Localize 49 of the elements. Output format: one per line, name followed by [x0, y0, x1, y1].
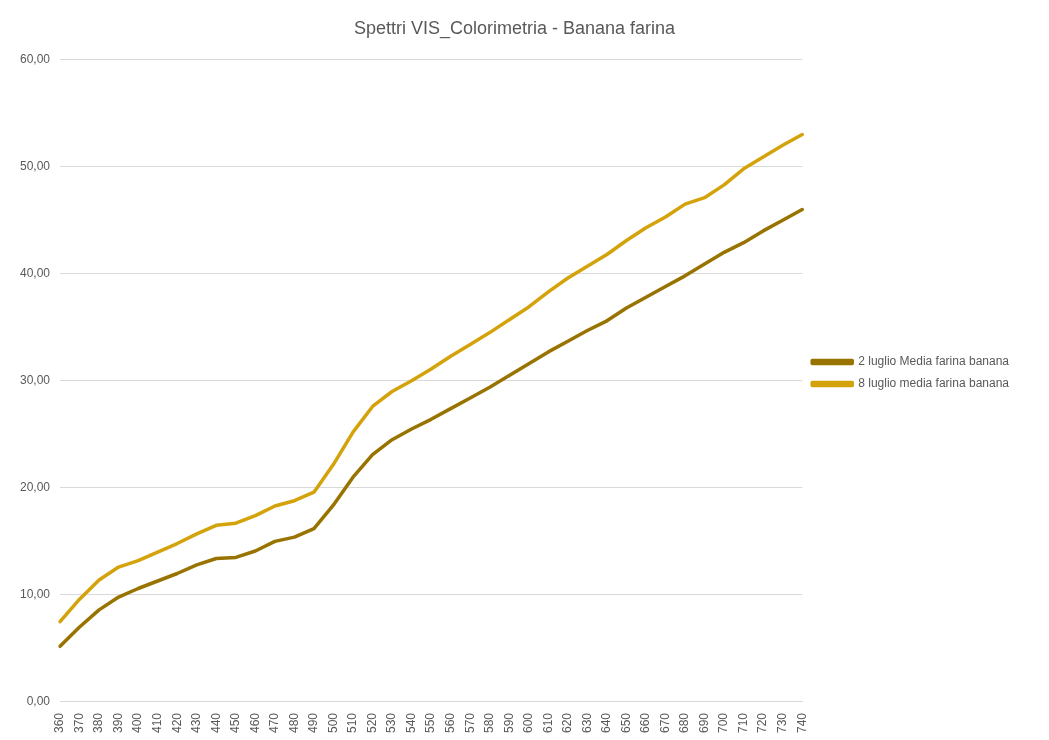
- x-tick-label: 660: [638, 712, 653, 734]
- x-tick-label: 550: [423, 712, 438, 734]
- x-tick-label: 540: [403, 712, 418, 734]
- x-tick-label: 520: [364, 712, 379, 734]
- x-tick-label: 530: [384, 712, 399, 734]
- x-tick-label: 490: [306, 712, 321, 734]
- x-tick-label: 390: [110, 712, 125, 734]
- x-tick-label: 510: [345, 712, 360, 734]
- x-tick-label: 680: [677, 712, 692, 734]
- y-tick-label: 10,00: [20, 587, 51, 602]
- legend-label: 8 luglio media farina banana: [858, 376, 1010, 391]
- x-tick-label: 470: [267, 712, 282, 734]
- x-tick-label: 730: [775, 712, 790, 734]
- x-tick-label: 740: [794, 712, 809, 734]
- x-tick-label: 670: [657, 712, 672, 734]
- chart-title: Spettri VIS_Colorimetria - Banana farina: [353, 17, 677, 39]
- x-tick-label: 590: [501, 712, 516, 734]
- x-tick-label: 450: [228, 712, 243, 734]
- y-tick-label: 40,00: [20, 266, 51, 281]
- x-tick-label: 620: [560, 712, 575, 734]
- x-tick-label: 430: [189, 712, 204, 734]
- x-tick-label: 720: [755, 712, 770, 734]
- x-tick-label: 480: [286, 712, 301, 734]
- x-tick-label: 650: [618, 712, 633, 734]
- x-tick-label: 420: [169, 712, 184, 734]
- x-tick-label: 630: [579, 712, 594, 734]
- x-tick-label: 580: [482, 712, 497, 734]
- y-tick-label: 60,00: [20, 51, 51, 66]
- x-tick-label: 640: [599, 712, 614, 734]
- y-tick-label: 50,00: [20, 158, 51, 173]
- x-tick-label: 400: [130, 712, 145, 734]
- x-tick-label: 370: [71, 712, 86, 734]
- x-tick-label: 690: [696, 712, 711, 734]
- x-tick-label: 710: [735, 712, 750, 734]
- x-tick-label: 560: [442, 712, 457, 734]
- x-tick-label: 600: [521, 712, 536, 734]
- x-tick-label: 500: [325, 712, 340, 734]
- legend-label: 2 luglio Media farina banana: [858, 354, 1010, 369]
- x-tick-label: 360: [52, 712, 67, 734]
- x-tick-label: 700: [716, 712, 731, 734]
- x-tick-label: 380: [91, 712, 106, 734]
- x-tick-label: 610: [540, 712, 555, 734]
- x-tick-label: 570: [462, 712, 477, 734]
- x-tick-label: 410: [150, 712, 164, 734]
- y-tick-label: 0,00: [26, 694, 51, 709]
- y-tick-label: 20,00: [20, 480, 51, 495]
- x-tick-label: 460: [247, 712, 262, 734]
- y-tick-label: 30,00: [20, 373, 51, 388]
- x-tick-label: 440: [208, 712, 223, 734]
